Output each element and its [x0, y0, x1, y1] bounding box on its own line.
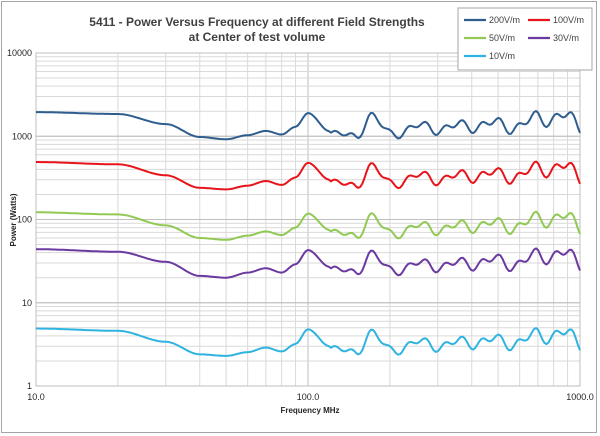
y-axis-label: Power (Watts) [9, 193, 18, 246]
y-tick-label: 1000 [12, 131, 32, 141]
series-layer [36, 110, 581, 357]
legend-label: 30V/m [553, 33, 579, 43]
y-tick-label: 10 [22, 298, 32, 308]
legend-label: 10V/m [489, 51, 515, 61]
chart-title: 5411 - Power Versus Frequency at differe… [89, 15, 425, 29]
legend-label: 100V/m [553, 15, 584, 25]
x-tick-label: 10.0 [27, 392, 45, 402]
series-line-50v-m [36, 210, 581, 241]
series-line-10v-m [36, 327, 581, 357]
legend: 200V/m 100V/m 50V/m 30V/m 10V/m [457, 7, 593, 71]
tick-labels: 10.0 100.0 1000.0 1 10 100 1000 10000 [7, 48, 594, 402]
chart-subtitle: at Center of test volume [189, 30, 326, 44]
x-tick-label: 100.0 [297, 392, 320, 402]
legend-label: 200V/m [489, 15, 520, 25]
series-line-100v-m [36, 160, 581, 191]
plot-area-border [35, 52, 581, 387]
grid [35, 52, 581, 387]
y-tick-label: 1 [27, 381, 32, 391]
legend-label: 50V/m [489, 33, 515, 43]
x-axis-label: Frequency MHz [280, 406, 339, 415]
y-tick-label: 10000 [7, 48, 32, 58]
x-tick-label: 1000.0 [566, 392, 594, 402]
series-line-30v-m [36, 247, 581, 279]
y-tick-label: 100 [17, 215, 32, 225]
series-line-200v-m [36, 110, 581, 141]
